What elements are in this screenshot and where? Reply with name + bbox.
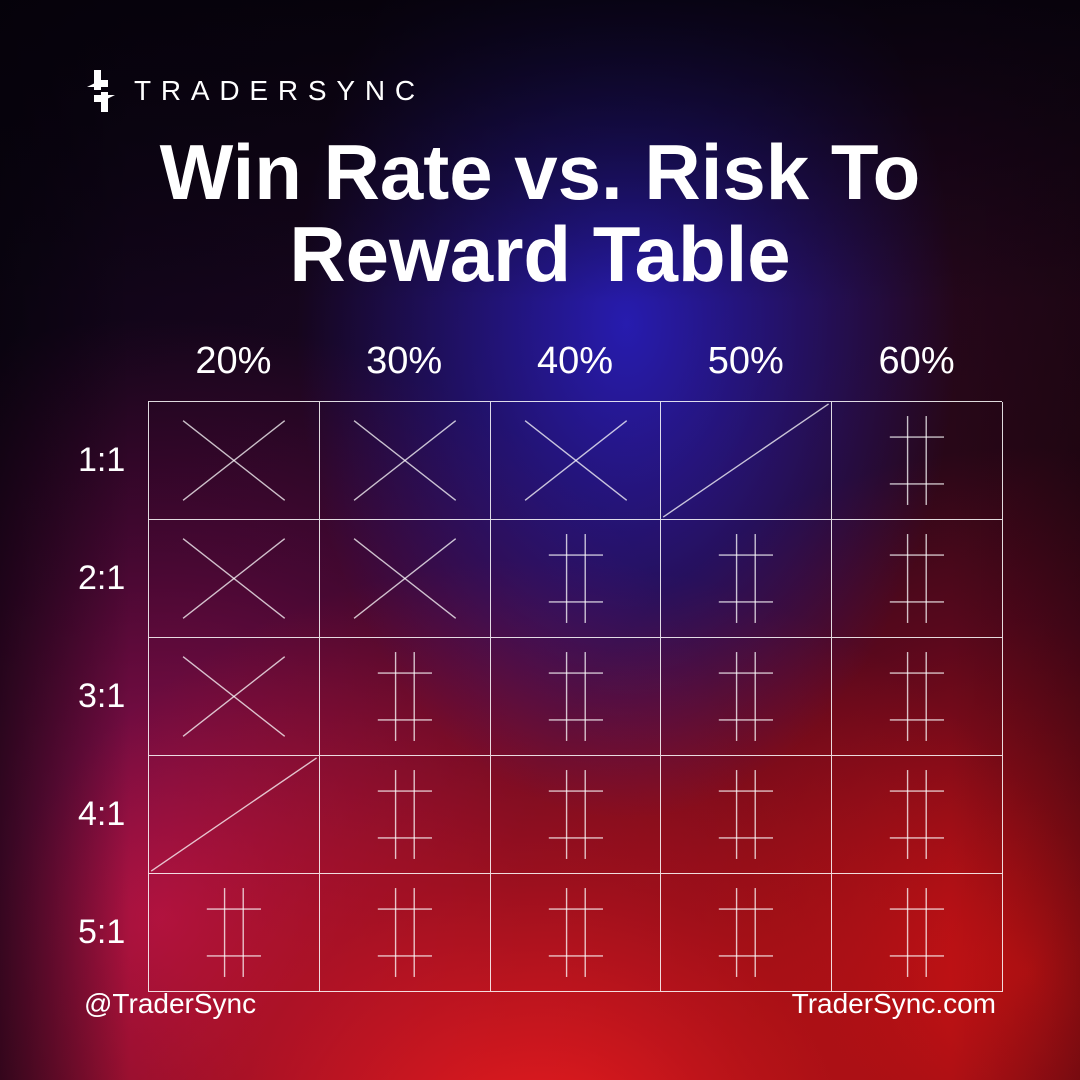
table-cell	[832, 520, 1003, 638]
profit-dollar-icon	[661, 638, 831, 755]
table-cell	[491, 874, 662, 992]
column-headers: 20%30%40%50%60%	[148, 340, 1002, 383]
row-label: 5:1	[78, 873, 148, 991]
row-label: 1:1	[78, 401, 148, 519]
table-cell	[149, 638, 320, 756]
profit-dollar-icon	[661, 520, 831, 637]
table-cell	[149, 402, 320, 520]
breakeven-slash-icon	[661, 402, 831, 519]
brand-logo-icon	[84, 70, 118, 112]
profit-dollar-icon	[832, 874, 1002, 991]
loss-x-icon	[320, 402, 490, 519]
footer-site: TraderSync.com	[792, 988, 996, 1020]
column-header: 30%	[319, 340, 490, 383]
table-cell	[661, 756, 832, 874]
table-grid	[148, 401, 1002, 992]
table-cell	[491, 638, 662, 756]
profit-dollar-icon	[320, 756, 490, 873]
row-labels: 1:12:13:14:15:1	[78, 401, 148, 991]
brand-name: TRADERSYNC	[134, 75, 425, 107]
table-cell	[491, 756, 662, 874]
table-cell	[832, 402, 1003, 520]
profit-dollar-icon	[832, 402, 1002, 519]
risk-reward-table: 20%30%40%50%60% 1:12:13:14:15:1	[78, 340, 1002, 992]
profit-dollar-icon	[832, 520, 1002, 637]
table-cell	[320, 638, 491, 756]
profit-dollar-icon	[661, 756, 831, 873]
table-cell	[149, 756, 320, 874]
profit-dollar-icon	[491, 520, 661, 637]
table-cell	[149, 520, 320, 638]
table-cell	[661, 402, 832, 520]
profit-dollar-icon	[491, 756, 661, 873]
loss-x-icon	[149, 520, 319, 637]
loss-x-icon	[491, 402, 661, 519]
column-header: 20%	[148, 340, 319, 383]
content: TRADERSYNC Win Rate vs. Risk ToReward Ta…	[0, 0, 1080, 1080]
page-title: Win Rate vs. Risk ToReward Table	[0, 132, 1080, 296]
column-header: 40%	[490, 340, 661, 383]
row-label: 2:1	[78, 519, 148, 637]
loss-x-icon	[320, 520, 490, 637]
profit-dollar-icon	[661, 874, 831, 991]
row-label: 3:1	[78, 637, 148, 755]
profit-dollar-icon	[320, 638, 490, 755]
loss-x-icon	[149, 638, 319, 755]
table-cell	[320, 402, 491, 520]
table-cell	[320, 874, 491, 992]
brand-logo: TRADERSYNC	[84, 70, 425, 112]
profit-dollar-icon	[320, 874, 490, 991]
footer-handle: @TraderSync	[84, 988, 256, 1020]
breakeven-slash-icon	[149, 756, 319, 873]
profit-dollar-icon	[832, 638, 1002, 755]
table-cell	[661, 520, 832, 638]
table-cell	[149, 874, 320, 992]
row-label: 4:1	[78, 755, 148, 873]
table-cell	[320, 520, 491, 638]
table-cell	[832, 874, 1003, 992]
column-header: 60%	[831, 340, 1002, 383]
loss-x-icon	[149, 402, 319, 519]
profit-dollar-icon	[149, 874, 319, 991]
table-cell	[661, 874, 832, 992]
profit-dollar-icon	[491, 638, 661, 755]
table-cell	[832, 756, 1003, 874]
table-cell	[320, 756, 491, 874]
profit-dollar-icon	[491, 874, 661, 991]
table-cell	[661, 638, 832, 756]
table-cell	[832, 638, 1003, 756]
footer: @TraderSync TraderSync.com	[84, 988, 996, 1020]
profit-dollar-icon	[832, 756, 1002, 873]
column-header: 50%	[660, 340, 831, 383]
table-cell	[491, 520, 662, 638]
table-cell	[491, 402, 662, 520]
